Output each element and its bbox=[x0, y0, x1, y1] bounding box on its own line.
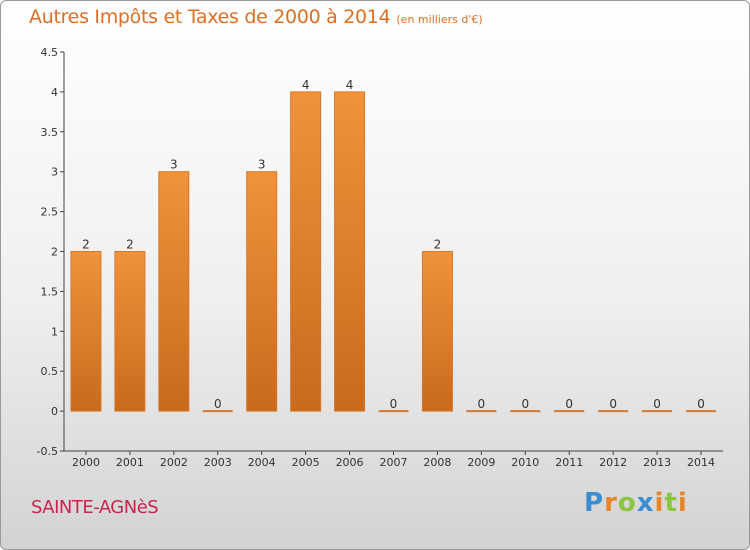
data-label: 0 bbox=[478, 397, 486, 411]
x-tick-label: 2009 bbox=[467, 456, 495, 469]
logo-letter: r bbox=[604, 488, 618, 518]
bar bbox=[246, 171, 278, 412]
y-tick-label: 4 bbox=[51, 86, 58, 99]
bar bbox=[70, 251, 102, 412]
x-tick-label: 2000 bbox=[72, 456, 100, 469]
chart-title-block: Autres Impôts et Taxes de 2000 à 2014 (en… bbox=[29, 6, 483, 28]
y-tick-label: 2 bbox=[51, 246, 58, 259]
x-tick-label: 2008 bbox=[423, 456, 451, 469]
bar bbox=[334, 91, 366, 412]
data-label: 3 bbox=[170, 158, 178, 172]
x-tick-label: 2007 bbox=[380, 456, 408, 469]
logo-letter: P bbox=[584, 488, 605, 518]
data-label: 3 bbox=[258, 158, 266, 172]
logo-letter: i bbox=[654, 488, 665, 518]
y-tick-label: 0.5 bbox=[41, 365, 59, 378]
data-label: 0 bbox=[521, 397, 529, 411]
data-label: 0 bbox=[214, 397, 222, 411]
bar bbox=[114, 251, 146, 412]
y-tick-label: 2.5 bbox=[41, 206, 59, 219]
data-label: 0 bbox=[390, 397, 398, 411]
x-tick-label: 2014 bbox=[687, 456, 715, 469]
x-tick-label: 2003 bbox=[204, 456, 232, 469]
x-tick-label: 2012 bbox=[599, 456, 627, 469]
data-labels: 2 2 3 0 3 4 4 0 2 0 0 0 0 0 0 bbox=[82, 78, 705, 411]
data-label: 0 bbox=[565, 397, 573, 411]
proxiti-logo: Proxiti bbox=[584, 488, 688, 518]
x-tick-label: 2002 bbox=[160, 456, 188, 469]
chart-subtitle: (en milliers d'€) bbox=[396, 13, 483, 26]
chart-title: Autres Impôts et Taxes de 2000 à 2014 bbox=[29, 6, 391, 28]
y-tick-label: 1 bbox=[51, 325, 58, 338]
x-tick-label: 2005 bbox=[292, 456, 320, 469]
logo-letter: t bbox=[664, 488, 678, 518]
bar-series bbox=[70, 91, 717, 413]
data-label: 0 bbox=[609, 397, 617, 411]
bar bbox=[158, 171, 190, 412]
x-tick-label: 2011 bbox=[555, 456, 583, 469]
x-tick-label: 2010 bbox=[511, 456, 539, 469]
data-label: 0 bbox=[653, 397, 661, 411]
y-tick-label: 4.5 bbox=[41, 46, 59, 59]
y-tick-label: 3 bbox=[51, 166, 58, 179]
y-tick-label: 3.5 bbox=[41, 126, 59, 139]
data-label: 0 bbox=[697, 397, 705, 411]
data-label: 2 bbox=[126, 238, 134, 252]
x-tick-label: 2001 bbox=[116, 456, 144, 469]
x-tick-label: 2013 bbox=[643, 456, 671, 469]
logo-letter: o bbox=[617, 488, 637, 518]
x-tick-label: 2004 bbox=[248, 456, 276, 469]
x-tick-label: 2006 bbox=[336, 456, 364, 469]
y-tick-label: -0.5 bbox=[37, 445, 58, 458]
data-label: 2 bbox=[434, 238, 442, 252]
commune-name: SAINTE-AGNèS bbox=[31, 497, 159, 518]
y-tick-label: 1.5 bbox=[41, 285, 59, 298]
logo-letter: i bbox=[677, 488, 688, 518]
y-tick-label: 0 bbox=[51, 405, 58, 418]
bar bbox=[290, 91, 322, 412]
data-label: 4 bbox=[346, 78, 354, 92]
bar bbox=[421, 251, 453, 412]
data-label: 2 bbox=[82, 238, 90, 252]
logo-letter: x bbox=[636, 488, 655, 518]
data-label: 4 bbox=[302, 78, 310, 92]
